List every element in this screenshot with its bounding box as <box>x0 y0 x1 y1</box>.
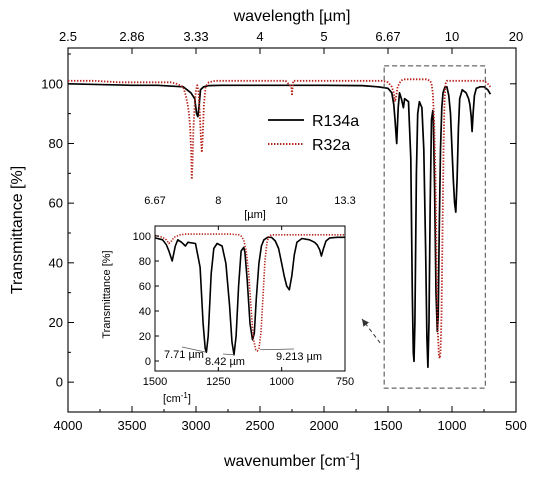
main-x-tick-label: 3500 <box>118 418 147 433</box>
legend-label-R32a: R32a <box>312 137 350 154</box>
main-x-tick-label: 1500 <box>374 418 403 433</box>
inset-top-tick-label: 8 <box>215 195 221 207</box>
legend-label-R134a: R134a <box>312 113 359 130</box>
inset-annotation-leader <box>260 348 295 351</box>
main-top-tick-label: 10 <box>445 29 459 44</box>
main-y-tick-label: 80 <box>49 136 63 151</box>
main-top-axis: 2.5 2.86 3.33 4 5 6.67 10 20 <box>59 29 523 54</box>
inset-top-axis: 6.67 8 10 13.3 <box>144 195 356 230</box>
main-series-line-R32a <box>68 78 492 360</box>
inset-x-axis: 1500 1250 1000 750 <box>143 367 354 388</box>
main-top-tick-label: 2.86 <box>119 29 144 44</box>
main-y-axis-label: Transmittance [%] <box>9 166 26 294</box>
inset-plot-frame <box>154 225 346 372</box>
inset-y-tick-label: 40 <box>139 306 151 318</box>
inset-x-tick-label: 750 <box>336 376 354 388</box>
inset-y-tick-label: 80 <box>139 256 151 268</box>
main-y-tick-label: 100 <box>41 76 63 91</box>
inset-y-axis: 0 20 40 60 80 100 <box>133 231 159 368</box>
zoom-arrow-line <box>361 318 381 344</box>
main-series-line-R134a <box>67 82 492 369</box>
inset-x-tick-label: 1000 <box>269 376 293 388</box>
main-x-axis: 4000 3500 3000 2500 2000 1500 1000 500 <box>54 406 527 433</box>
inset-x-axis-label-sup: -1 <box>181 391 189 400</box>
inset-series-line-R32a <box>154 233 345 352</box>
main-x-axis-label: wavenumber [cm-1] <box>223 451 360 470</box>
main-y-tick-label: 0 <box>56 375 63 390</box>
main-plot: 4000 3500 3000 2500 2000 1500 1000 500 02040608… <box>9 8 527 470</box>
inset-x-axis-label-end: ] <box>188 393 191 405</box>
main-x-tick-label: 1000 <box>438 418 467 433</box>
inset-top-tick-label: 13.3 <box>334 195 355 207</box>
zoom-arrow-head <box>362 319 370 327</box>
inset-top-tick-label: 6.67 <box>144 195 165 207</box>
main-top-tick-label: 2.5 <box>59 29 77 44</box>
inset-plot: 1500 1250 1000 750 0 20 40 60 80 100 6.67 8 10 13.3… <box>95 184 356 405</box>
inset-y-axis-label: Transmittance [%] <box>101 250 113 338</box>
main-top-tick-label: 6.67 <box>375 29 400 44</box>
inset-background <box>95 184 353 405</box>
inset-y-tick-label: 100 <box>133 231 151 243</box>
main-top-tick-label: 5 <box>320 29 327 44</box>
main-y-tick-label: 20 <box>49 315 63 330</box>
inset-y-tick-label: 20 <box>139 331 151 343</box>
main-top-tick-label: 3.33 <box>183 29 208 44</box>
main-x-tick-label: 4000 <box>54 418 83 433</box>
inset-series-group <box>154 233 345 356</box>
inset-y-tick-label: 60 <box>139 281 151 293</box>
main-x-axis-label-sup: -1 <box>346 451 356 463</box>
inset-annotation-label: 8.42 µm <box>205 356 245 368</box>
inset-x-tick-label: 1250 <box>206 376 230 388</box>
main-top-axis-label: wavelength [µm] <box>233 8 351 25</box>
main-y-tick-label: 60 <box>49 196 63 211</box>
main-top-tick-label: 20 <box>509 29 523 44</box>
main-x-axis-label-end: ] <box>356 453 360 470</box>
inset-annotations: 7.71 µm8.42 µm 9.213 µm <box>164 346 322 368</box>
inset-annotation-label: 7.71 µm <box>164 349 204 361</box>
main-x-tick-label: 500 <box>505 418 527 433</box>
inset-series-line-R134a <box>154 236 345 356</box>
zoom-region-box <box>383 65 486 389</box>
inset-y-tick-label: 0 <box>145 356 151 368</box>
inset-annotation-label: 9.213 µm <box>276 351 322 363</box>
main-x-tick-label: 2500 <box>246 418 275 433</box>
legend: R134a R32a <box>268 113 359 154</box>
inset-top-tick-label: 10 <box>276 195 288 207</box>
inset-annotation-leader <box>181 346 207 353</box>
zoom-arrow <box>361 318 381 344</box>
main-x-tick-label: 3000 <box>182 418 211 433</box>
main-x-tick-label: 2000 <box>310 418 339 433</box>
main-y-tick-label: 40 <box>49 255 63 270</box>
inset-x-tick-label: 1500 <box>143 376 167 388</box>
inset-annotation-leader <box>222 353 235 356</box>
main-series-group <box>67 78 492 369</box>
main-top-tick-label: 4 <box>256 29 263 44</box>
inset-top-axis-label: [µm] <box>244 209 266 221</box>
